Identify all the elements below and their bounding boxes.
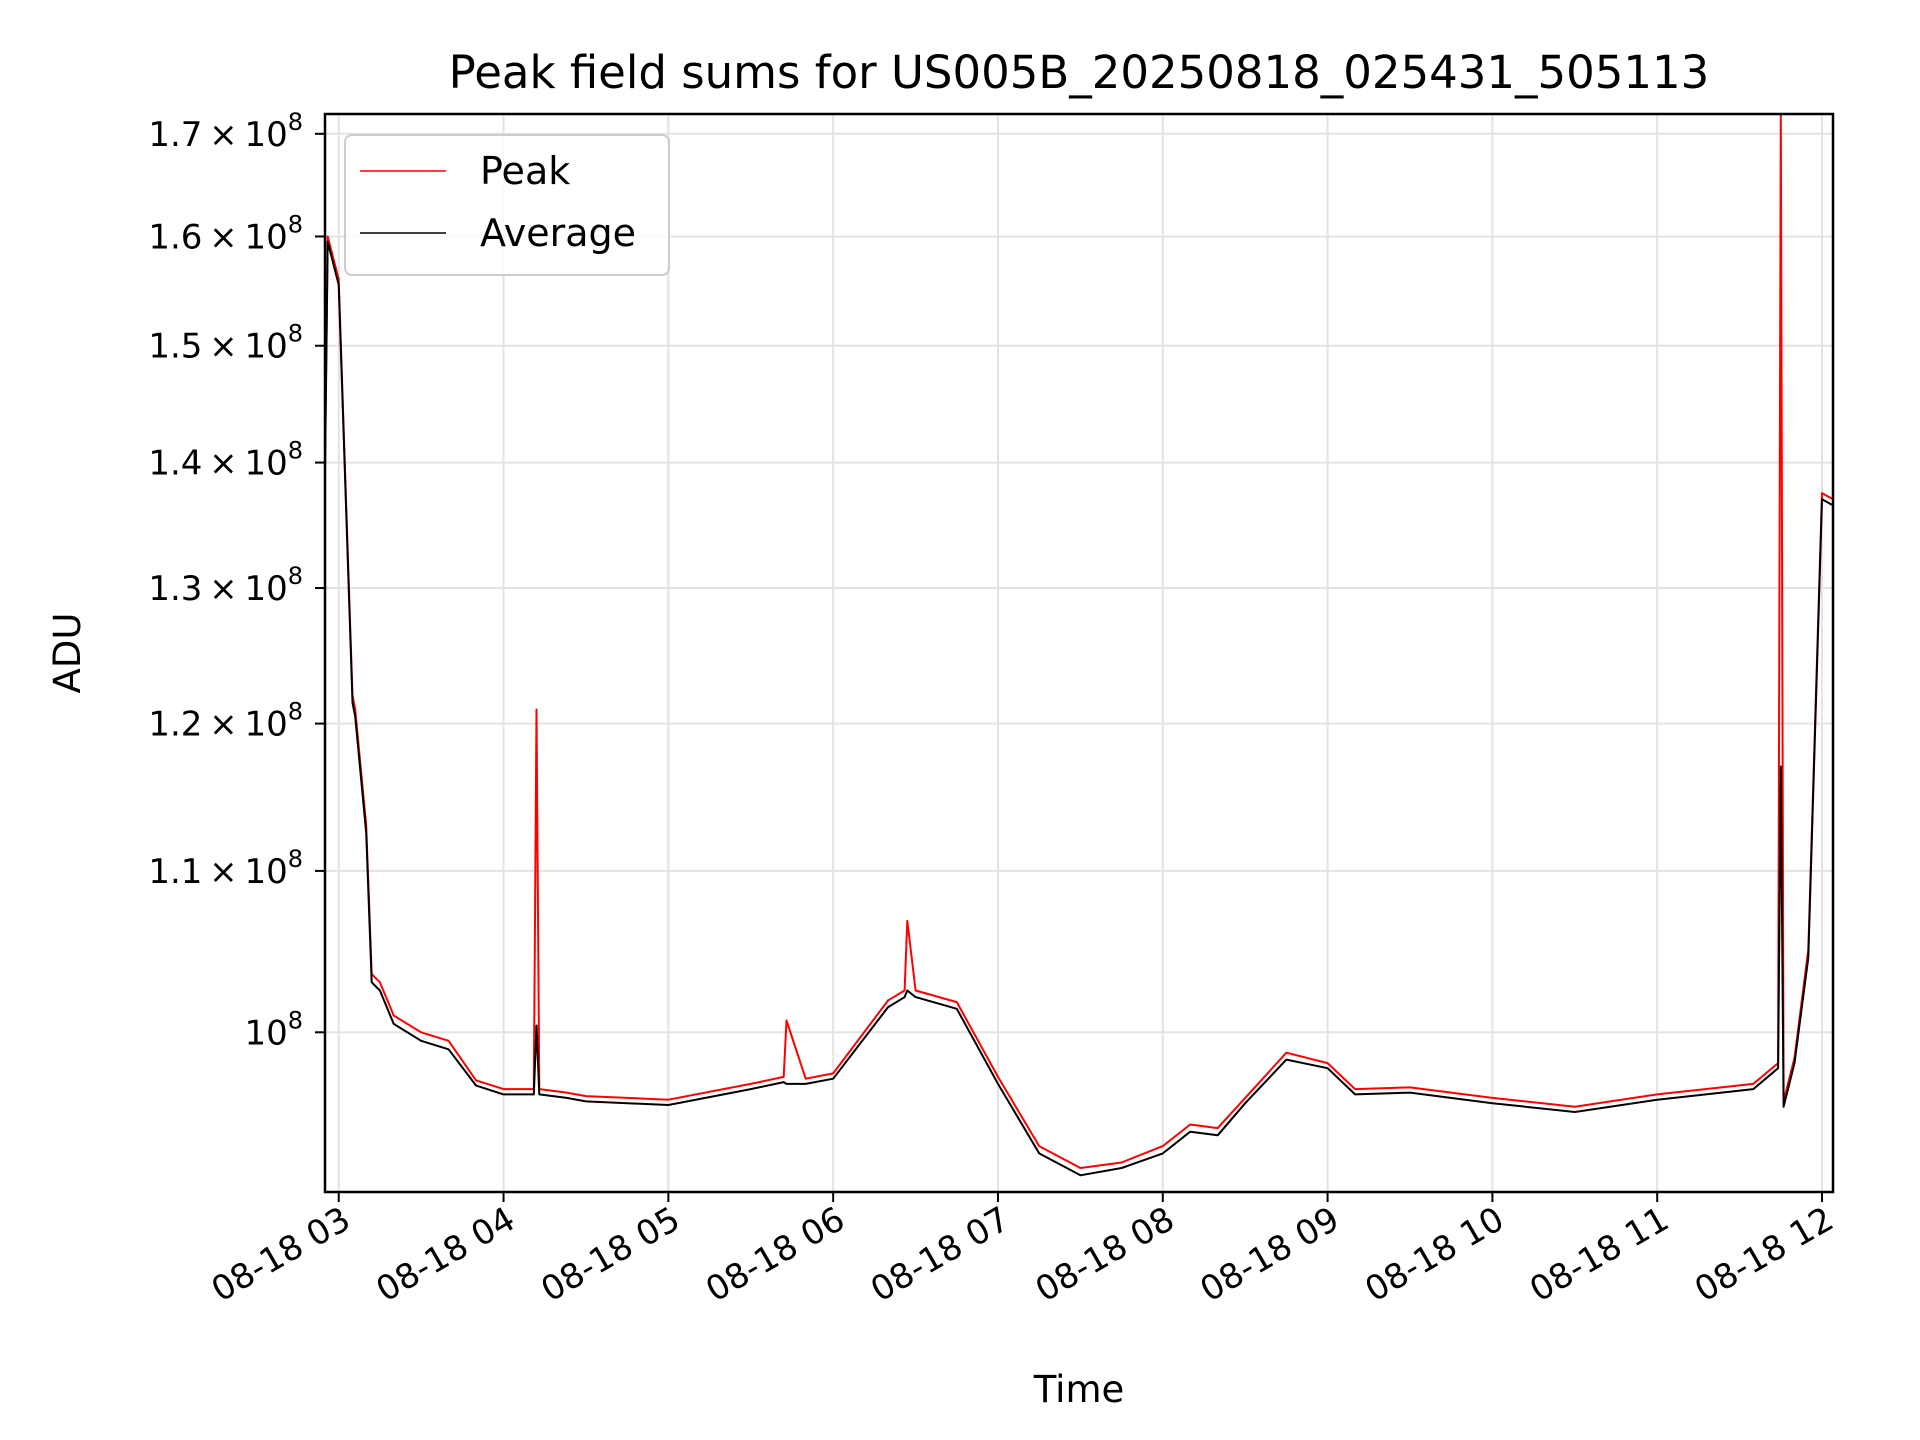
y-axis-title: ADU <box>46 613 89 694</box>
x-axis-title: Time <box>1033 1368 1125 1411</box>
legend-label-average: Average <box>480 211 636 255</box>
plot-frame <box>323 112 1835 1194</box>
y-tick-label: 1.3 × 108 <box>148 562 303 609</box>
legend-label-peak: Peak <box>480 149 570 193</box>
series-line-average <box>324 240 1834 1177</box>
series-lines <box>324 113 1834 1177</box>
legend-box <box>344 134 670 276</box>
y-tick-label: 1.5 × 108 <box>148 320 303 367</box>
y-tick-label: 1.6 × 108 <box>148 210 303 257</box>
chart-title: Peak field sums for US005B_20250818_0254… <box>449 46 1710 99</box>
y-tick-label: 1.2 × 108 <box>148 698 303 745</box>
series-line-peak <box>324 113 1834 1169</box>
y-tick-label: 1.7 × 108 <box>148 108 303 155</box>
gridlines <box>325 114 1833 1192</box>
y-tick-label: 1.4 × 108 <box>148 437 303 484</box>
y-tick-label: 1.1 × 108 <box>148 845 303 892</box>
legend: Peak Average <box>344 134 670 276</box>
